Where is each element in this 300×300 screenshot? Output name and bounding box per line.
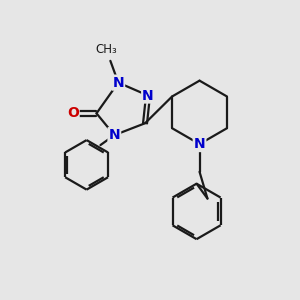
Text: O: O bbox=[67, 106, 79, 120]
Text: CH₃: CH₃ bbox=[95, 43, 117, 56]
Text: N: N bbox=[109, 128, 120, 142]
Text: N: N bbox=[112, 76, 124, 90]
Text: N: N bbox=[142, 88, 154, 103]
Text: N: N bbox=[194, 137, 205, 151]
